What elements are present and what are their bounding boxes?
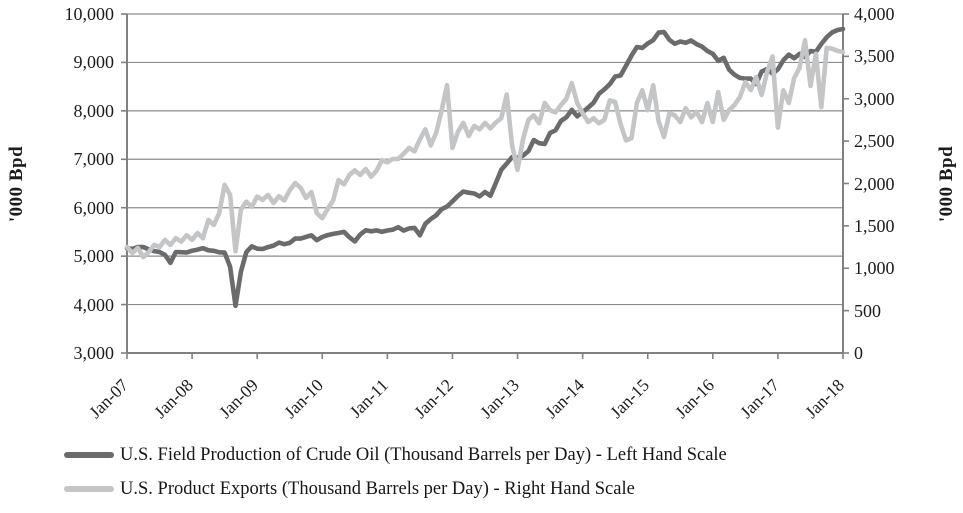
tick-label: 2,000 [854, 173, 895, 194]
legend-label-crude-production: U.S. Field Production of Crude Oil (Thou… [120, 445, 727, 465]
tick-label: 6,000 [73, 197, 115, 218]
tick-label: 0 [854, 343, 863, 363]
tick-label: 3,500 [854, 46, 895, 67]
right-axis-title: '000 Bpd [936, 145, 957, 223]
crude-production-line-swatch [64, 452, 114, 458]
gridlines [127, 13, 843, 306]
tick-label: 500 [854, 300, 881, 321]
tick-label: 1,500 [854, 215, 895, 236]
tick-label: 9,000 [73, 52, 115, 73]
tick-label: 5,000 [73, 246, 115, 267]
tick-label: 3,000 [854, 88, 895, 109]
tick-label: 1,000 [854, 258, 895, 279]
product-exports-line-swatch [64, 486, 114, 492]
tick-label: 10,000 [64, 4, 115, 24]
tick-label: 3,000 [73, 343, 115, 363]
tick-label: 4,000 [73, 294, 115, 315]
series-product-exports-line [124, 37, 846, 260]
axis-tick-marks [121, 13, 849, 359]
legend-label-product-exports: U.S. Product Exports (Thousand Barrels p… [120, 479, 635, 499]
tick-label: 8,000 [73, 100, 115, 121]
left-axis-title: '000 Bpd [6, 145, 27, 223]
tick-label: 4,000 [854, 4, 895, 24]
series-crude-production-line [124, 26, 846, 309]
tick-label: 7,000 [73, 149, 115, 170]
tick-label: 2,500 [854, 131, 895, 152]
